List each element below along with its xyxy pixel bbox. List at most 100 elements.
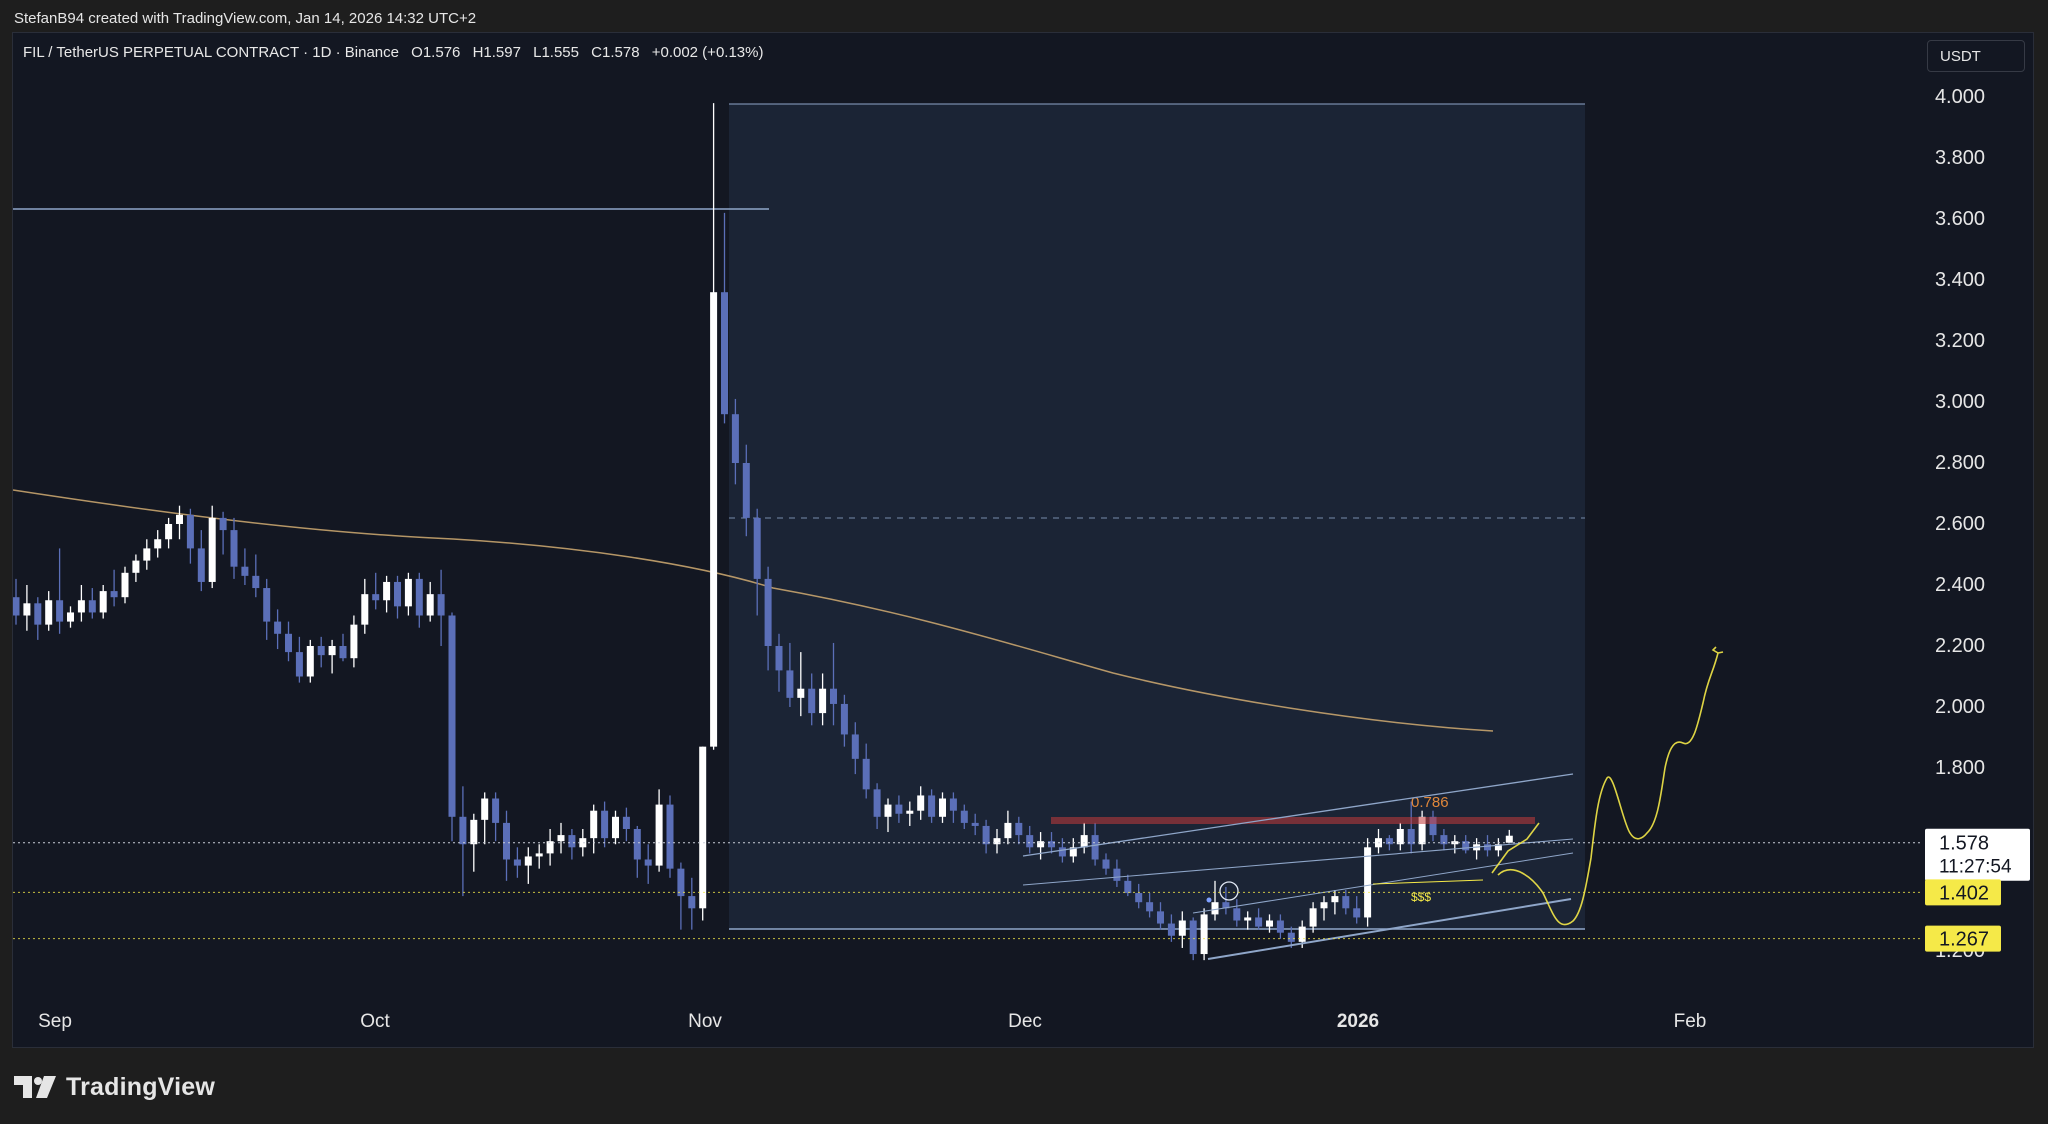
chart-panel[interactable]: 4.000 3.800 3.600 3.400 3.200 3.000 2.800 2.600…	[12, 32, 2034, 1048]
level-badge-1402	[1925, 879, 2001, 906]
candle-body	[481, 798, 489, 820]
candle-body	[513, 859, 521, 866]
candle-body	[492, 798, 500, 823]
time-tick-label: Oct	[360, 1011, 390, 1032]
candle-body	[568, 835, 576, 848]
candle-body	[1178, 920, 1186, 936]
trendline-support	[1207, 898, 1572, 960]
time-tick-label: 2026	[1337, 1011, 1379, 1032]
candle-body	[77, 600, 85, 613]
candle-body	[895, 804, 903, 814]
price-tick-label: 3.000	[1935, 391, 1985, 413]
candle-body	[1091, 835, 1099, 860]
candle-body	[699, 746, 707, 909]
candle-body	[132, 560, 140, 573]
candle-body	[34, 603, 42, 625]
candle-body	[1080, 835, 1088, 848]
candle-body	[557, 835, 565, 842]
symbol-name[interactable]: FIL / TetherUS PERPETUAL CONTRACT	[23, 44, 299, 61]
separator: ·	[335, 44, 345, 61]
candle-body	[1484, 844, 1491, 851]
candle-body	[1287, 932, 1295, 942]
current-price-value: 1.578	[1939, 833, 1989, 855]
candle-body	[1494, 844, 1502, 851]
candle-body	[241, 566, 249, 576]
candle-body	[503, 822, 510, 860]
candle-body	[971, 822, 979, 826]
candle-body	[1026, 835, 1034, 848]
level-badge-1267	[1925, 925, 2001, 952]
candle-body	[928, 795, 936, 817]
symbol-info: FIL / TetherUS PERPETUAL CONTRACT · 1D ·…	[23, 43, 763, 63]
candle-body	[633, 829, 641, 860]
level-value-1402: 1.402	[1939, 882, 1989, 904]
candle-body	[1298, 926, 1306, 942]
candle-body	[328, 646, 336, 656]
candle-body	[339, 646, 347, 659]
candle-body	[88, 600, 96, 613]
candle-body	[1167, 923, 1175, 936]
candle-body	[688, 896, 696, 909]
candle-body	[808, 688, 816, 714]
liquidity-label: $$$	[1411, 890, 1431, 904]
candle-body	[775, 646, 783, 671]
candle-body	[285, 633, 292, 653]
candle-body	[1342, 896, 1350, 909]
candle-body	[143, 548, 151, 561]
time-tick-label: Dec	[1008, 1011, 1042, 1032]
level-value-1267: 1.267	[1939, 929, 1989, 951]
candle-body	[252, 575, 260, 589]
candle-body	[1505, 835, 1513, 843]
candle-body	[535, 853, 543, 857]
candle-body	[1037, 841, 1045, 848]
price-tick-label: 2.800	[1935, 452, 1985, 474]
candle-body	[524, 856, 532, 866]
candle-body	[317, 646, 325, 656]
candle-body	[906, 810, 914, 814]
candle-body	[830, 688, 837, 704]
candle-body	[197, 548, 205, 582]
price-tick-label: 1.800	[1935, 757, 1985, 779]
candle-body	[666, 804, 674, 869]
symbol-interval: 1D	[312, 44, 332, 61]
candle-body	[982, 825, 990, 845]
candle-body	[786, 670, 794, 698]
candle-body	[1244, 917, 1252, 921]
candle-body	[1058, 847, 1066, 857]
price-tick-label: 2.200	[1935, 635, 1985, 657]
candle-body	[154, 539, 162, 549]
price-tick-label: 3.400	[1935, 269, 1985, 291]
moving-average-line	[13, 489, 1494, 732]
candle-body	[1189, 920, 1197, 955]
candle-body	[1276, 920, 1284, 933]
candle-body	[1418, 816, 1426, 845]
candle-body	[1222, 902, 1230, 909]
candle-body	[350, 624, 358, 659]
candle-body	[917, 795, 925, 811]
candle-body	[753, 517, 761, 579]
candle-body	[45, 600, 53, 625]
candle-body	[1135, 893, 1143, 903]
candle-body	[1385, 838, 1393, 845]
candle-body	[165, 524, 173, 540]
candle-body	[459, 816, 467, 845]
price-chart[interactable]: 4.000 3.800 3.600 3.400 3.200 3.000 2.800 2.600…	[13, 33, 2034, 1048]
candle-body	[372, 594, 380, 601]
candle-body	[655, 804, 663, 866]
candle-body	[23, 603, 31, 616]
tradingview-logo[interactable]: TradingView	[14, 1070, 215, 1104]
candle-body	[1069, 847, 1077, 857]
candle-body	[993, 838, 1001, 845]
candle-body	[295, 652, 303, 677]
candle-body	[426, 594, 434, 616]
candle-body	[960, 810, 968, 823]
currency-button[interactable]: USDT	[1927, 40, 2025, 72]
candle-body	[546, 841, 554, 854]
candle-body	[612, 816, 619, 839]
time-tick-label: Nov	[688, 1011, 722, 1032]
candle-body	[949, 798, 957, 811]
candle-body	[840, 703, 848, 735]
candle-body	[851, 734, 859, 759]
candle-countdown: 11:27:54	[1939, 857, 2012, 878]
time-tick-label: Feb	[1674, 1011, 1707, 1032]
